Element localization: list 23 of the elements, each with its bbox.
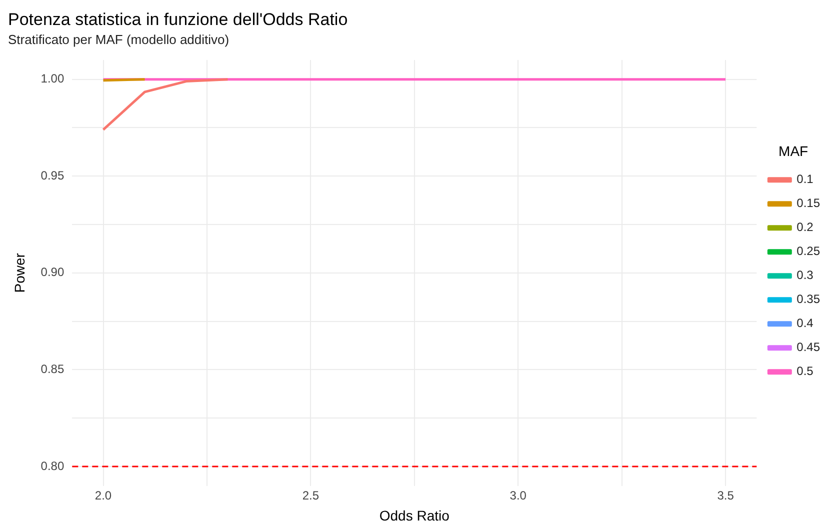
legend-label: 0.4 — [796, 316, 814, 330]
y-axis-title: Power — [11, 252, 28, 293]
chart-title: Potenza statistica in funzione dell'Odds Ratio — [8, 10, 348, 29]
y-tick-label: 0.95 — [40, 168, 64, 182]
chart-subtitle: Stratificato per MAF (modello additivo) — [8, 32, 230, 47]
legend-label: 0.15 — [796, 196, 820, 210]
y-tick-label: 0.90 — [40, 265, 64, 280]
x-tick-label: 3.5 — [717, 488, 734, 502]
legend-title: MAF — [778, 142, 808, 159]
y-tick-label: 0.80 — [40, 458, 64, 473]
x-axis-title: Odds Ratio — [379, 507, 450, 524]
y-tick-label: 0.85 — [40, 362, 64, 376]
x-tick-label: 2.0 — [94, 488, 112, 502]
legend-label: 0.1 — [796, 172, 814, 186]
legend-label: 0.35 — [796, 292, 820, 306]
legend-label: 0.25 — [796, 244, 820, 258]
legend-label: 0.5 — [796, 364, 814, 378]
y-tick-label: 1.00 — [40, 72, 64, 86]
legend-label: 0.45 — [796, 340, 820, 354]
x-tick-label: 3.0 — [510, 488, 527, 502]
legend-label: 0.3 — [796, 268, 814, 282]
x-tick-label: 2.5 — [302, 488, 320, 502]
legend-label: 0.2 — [796, 220, 814, 234]
